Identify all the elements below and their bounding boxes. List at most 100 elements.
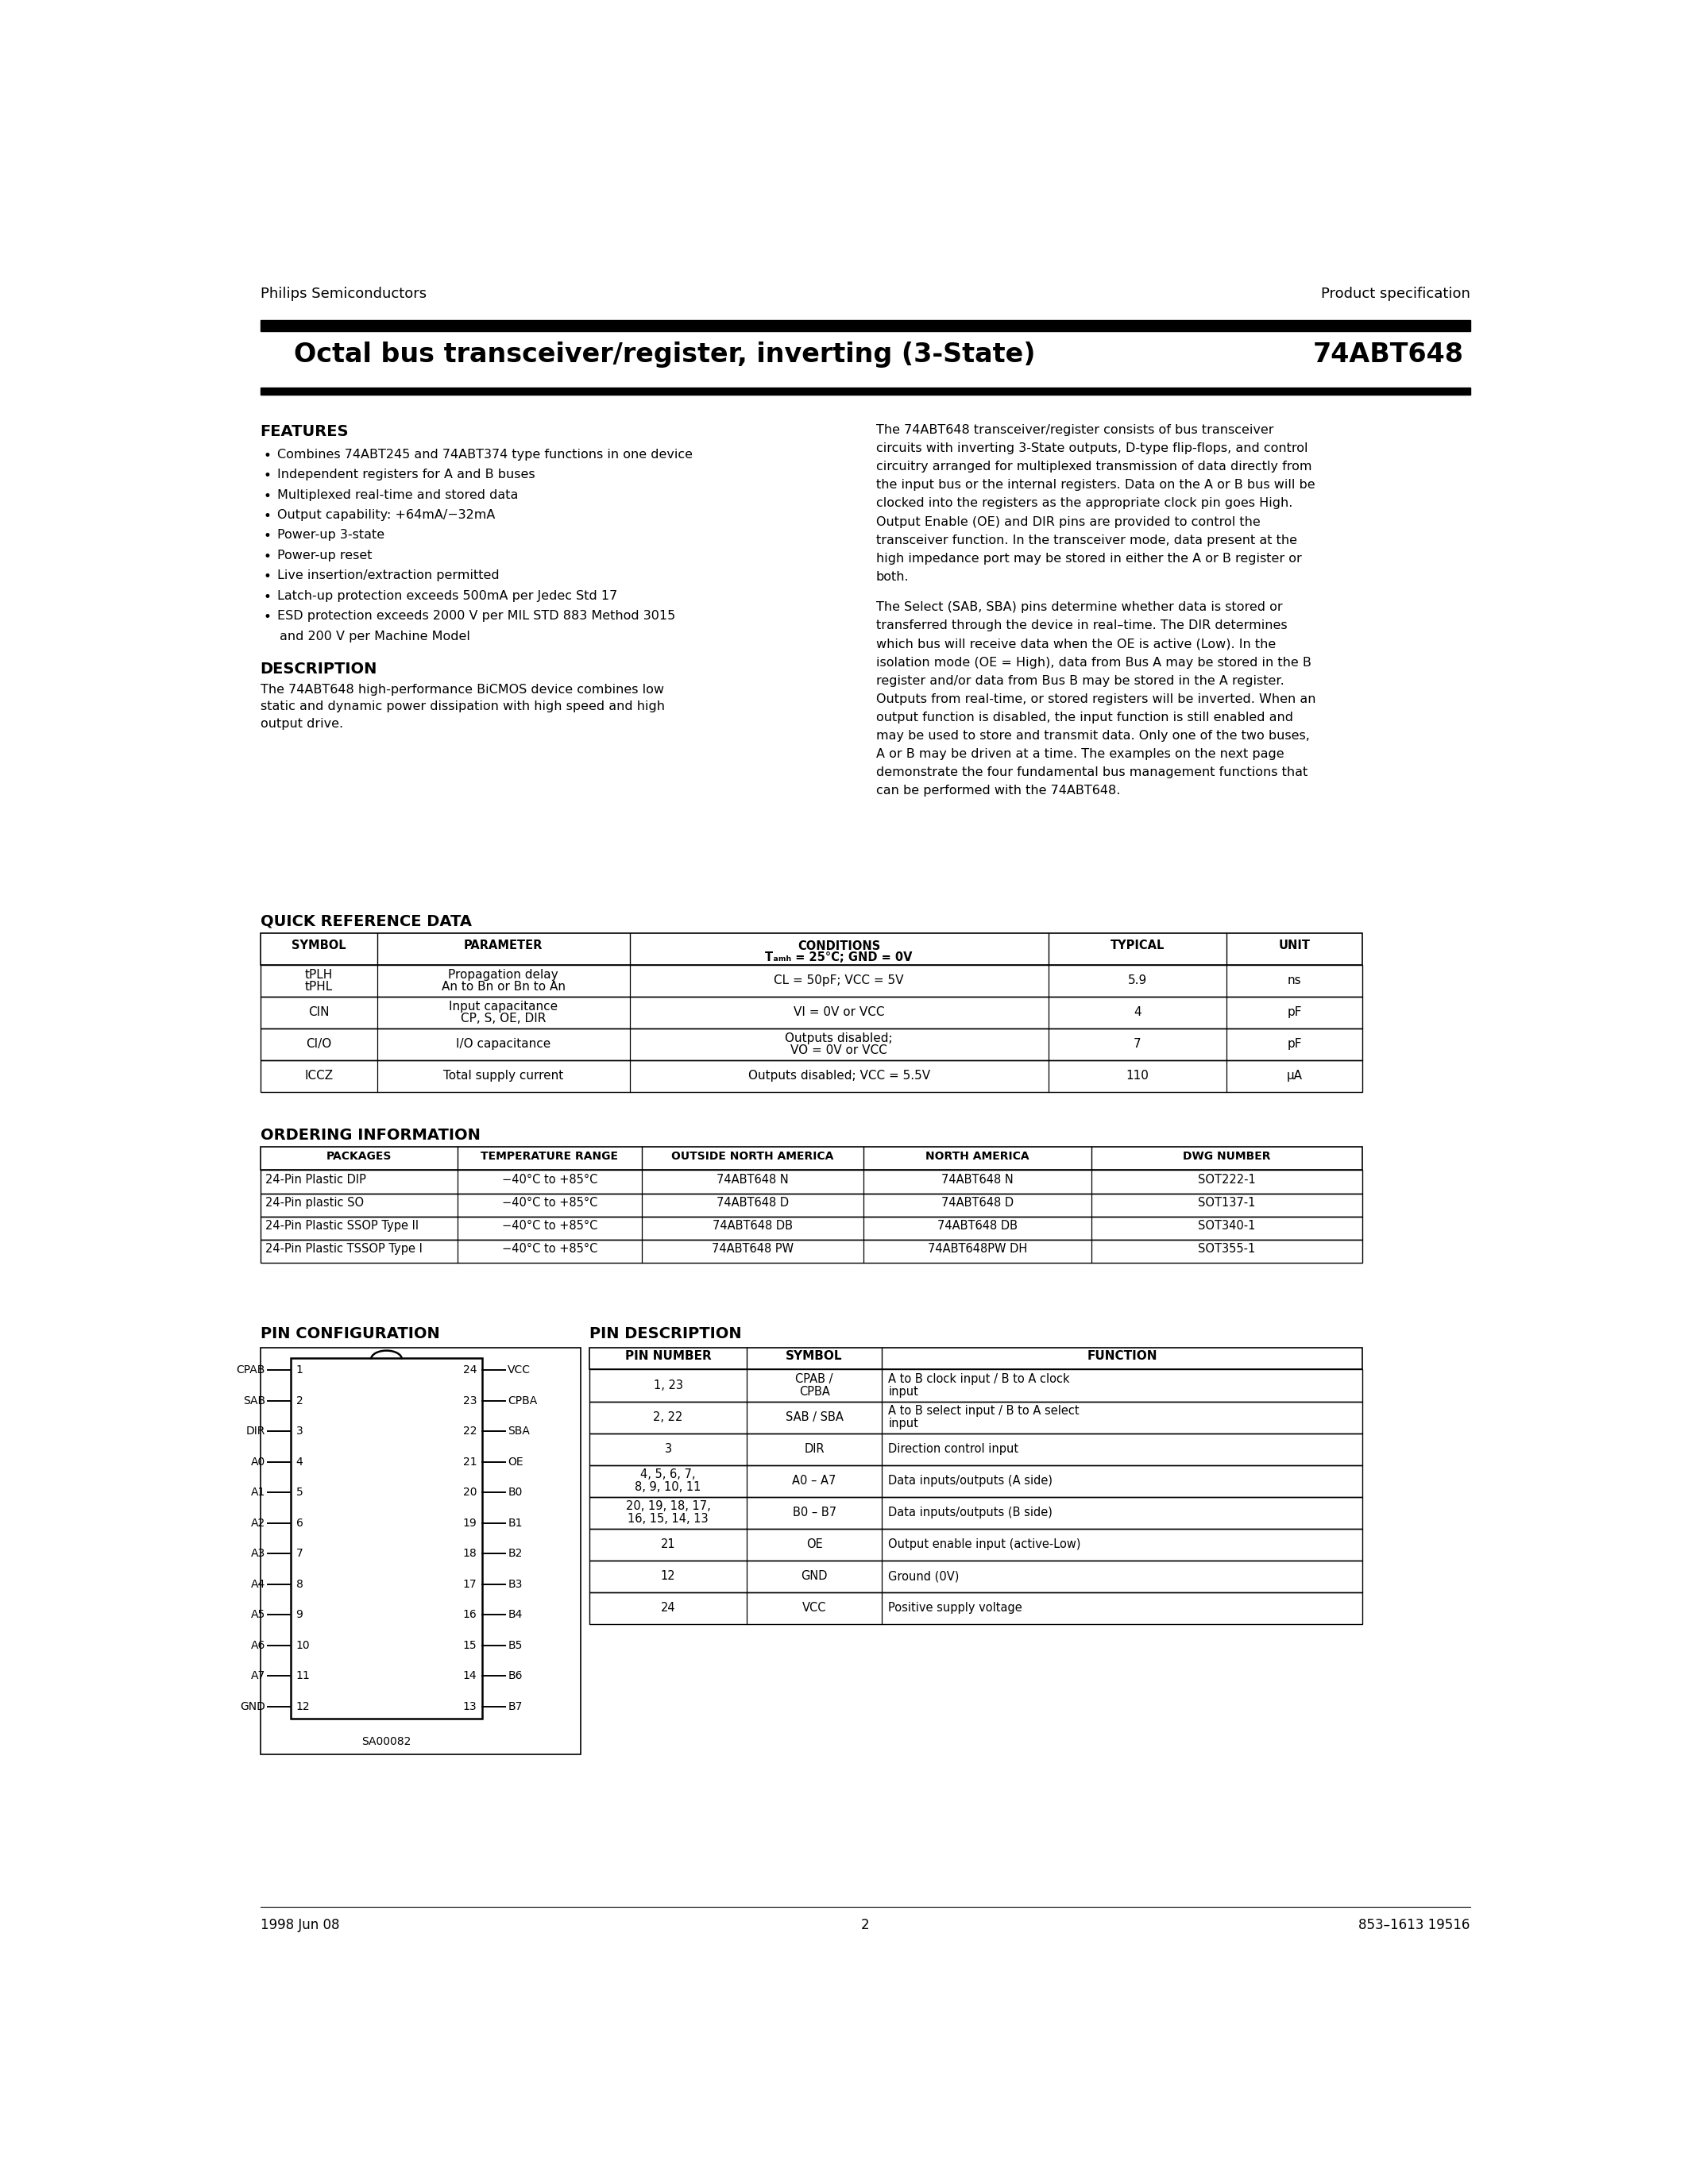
Text: 4: 4 bbox=[295, 1457, 302, 1468]
Text: Propagation delay: Propagation delay bbox=[449, 968, 559, 981]
Text: 74ABT648 D: 74ABT648 D bbox=[942, 1197, 1013, 1208]
Text: DESCRIPTION: DESCRIPTION bbox=[260, 662, 378, 677]
Text: ICCZ: ICCZ bbox=[304, 1070, 333, 1081]
Bar bbox=[260, 387, 1470, 395]
Bar bbox=[260, 1348, 581, 1754]
Text: 24-Pin plastic SO: 24-Pin plastic SO bbox=[265, 1197, 365, 1208]
Text: A5: A5 bbox=[252, 1610, 265, 1621]
Text: tPHL: tPHL bbox=[306, 981, 333, 994]
Text: CIN: CIN bbox=[309, 1007, 329, 1018]
Bar bbox=[589, 1402, 1362, 1433]
Text: 12: 12 bbox=[660, 1570, 675, 1581]
Bar bbox=[260, 933, 1362, 965]
Text: Tₐₘₕ = 25°C; GND = 0V: Tₐₘₕ = 25°C; GND = 0V bbox=[765, 952, 913, 963]
Text: 2, 22: 2, 22 bbox=[653, 1411, 684, 1424]
Text: 74ABT648 PW: 74ABT648 PW bbox=[712, 1243, 793, 1256]
Text: ns: ns bbox=[1288, 974, 1301, 987]
Text: 74ABT648 N: 74ABT648 N bbox=[717, 1173, 788, 1186]
Text: •: • bbox=[263, 509, 272, 524]
Text: Output capability: +64mA/−32mA: Output capability: +64mA/−32mA bbox=[277, 509, 496, 522]
Text: Output Enable (OE) and DIR pins are provided to control the: Output Enable (OE) and DIR pins are prov… bbox=[876, 515, 1261, 529]
Text: TEMPERATURE RANGE: TEMPERATURE RANGE bbox=[481, 1151, 618, 1162]
Text: SOT222-1: SOT222-1 bbox=[1198, 1173, 1256, 1186]
Text: 10: 10 bbox=[295, 1640, 311, 1651]
Text: OUTSIDE NORTH AMERICA: OUTSIDE NORTH AMERICA bbox=[672, 1151, 834, 1162]
Text: input: input bbox=[888, 1385, 918, 1398]
Text: output drive.: output drive. bbox=[260, 719, 343, 729]
Text: 74ABT648 N: 74ABT648 N bbox=[942, 1173, 1013, 1186]
Text: 7: 7 bbox=[295, 1548, 302, 1559]
Text: CPAB /: CPAB / bbox=[795, 1374, 834, 1385]
Text: 21: 21 bbox=[463, 1457, 478, 1468]
Text: Live insertion/extraction permitted: Live insertion/extraction permitted bbox=[277, 570, 500, 581]
Text: Total supply current: Total supply current bbox=[444, 1070, 564, 1081]
Text: SA00082: SA00082 bbox=[361, 1736, 412, 1747]
Text: Input capacitance: Input capacitance bbox=[449, 1000, 557, 1011]
Text: 8, 9, 10, 11: 8, 9, 10, 11 bbox=[635, 1481, 701, 1494]
Bar bbox=[260, 1059, 1362, 1092]
Text: •: • bbox=[263, 489, 272, 502]
Text: CPBA: CPBA bbox=[798, 1385, 830, 1398]
Text: VCC: VCC bbox=[802, 1603, 827, 1614]
Text: circuits with inverting 3-State outputs, D-type flip-flops, and control: circuits with inverting 3-State outputs,… bbox=[876, 443, 1308, 454]
Text: •: • bbox=[263, 529, 272, 544]
Text: NORTH AMERICA: NORTH AMERICA bbox=[925, 1151, 1030, 1162]
Text: PARAMETER: PARAMETER bbox=[464, 939, 544, 950]
Text: 24-Pin Plastic DIP: 24-Pin Plastic DIP bbox=[265, 1173, 366, 1186]
Text: 6: 6 bbox=[295, 1518, 304, 1529]
Text: 4: 4 bbox=[1134, 1007, 1141, 1018]
Text: 1998 Jun 08: 1998 Jun 08 bbox=[260, 1918, 339, 1933]
Text: 15: 15 bbox=[463, 1640, 478, 1651]
Text: 1, 23: 1, 23 bbox=[653, 1380, 682, 1391]
Text: Multiplexed real-time and stored data: Multiplexed real-time and stored data bbox=[277, 489, 518, 500]
Bar bbox=[260, 1241, 1362, 1262]
Text: 16: 16 bbox=[463, 1610, 478, 1621]
Bar bbox=[589, 1369, 1362, 1402]
Text: 74ABT648PW DH: 74ABT648PW DH bbox=[928, 1243, 1028, 1256]
Text: 1: 1 bbox=[295, 1365, 304, 1376]
Text: SBA: SBA bbox=[508, 1426, 530, 1437]
Text: tPLH: tPLH bbox=[306, 968, 333, 981]
Text: 18: 18 bbox=[463, 1548, 478, 1559]
Text: transceiver function. In the transceiver mode, data present at the: transceiver function. In the transceiver… bbox=[876, 535, 1296, 546]
Bar bbox=[589, 1433, 1362, 1465]
Text: B6: B6 bbox=[508, 1671, 522, 1682]
Text: 11: 11 bbox=[295, 1671, 311, 1682]
Text: Independent registers for A and B buses: Independent registers for A and B buses bbox=[277, 470, 535, 480]
Text: clocked into the registers as the appropriate clock pin goes High.: clocked into the registers as the approp… bbox=[876, 498, 1293, 509]
Text: 14: 14 bbox=[463, 1671, 478, 1682]
Text: μA: μA bbox=[1286, 1070, 1303, 1081]
Text: 8: 8 bbox=[295, 1579, 304, 1590]
Bar bbox=[589, 1559, 1362, 1592]
Text: A2: A2 bbox=[252, 1518, 265, 1529]
Text: An to Bn or Bn to An: An to Bn or Bn to An bbox=[442, 981, 565, 994]
Text: Power-up reset: Power-up reset bbox=[277, 550, 373, 561]
Text: 2: 2 bbox=[295, 1396, 302, 1406]
Text: SOT340-1: SOT340-1 bbox=[1198, 1221, 1256, 1232]
Text: the input bus or the internal registers. Data on the A or B bus will be: the input bus or the internal registers.… bbox=[876, 478, 1315, 491]
Text: 19: 19 bbox=[463, 1518, 478, 1529]
Bar bbox=[260, 1192, 1362, 1216]
Text: −40°C to +85°C: −40°C to +85°C bbox=[501, 1173, 598, 1186]
Bar bbox=[260, 996, 1362, 1029]
Bar bbox=[260, 1216, 1362, 1241]
Text: SOT137-1: SOT137-1 bbox=[1198, 1197, 1256, 1208]
Text: UNIT: UNIT bbox=[1278, 939, 1310, 950]
Text: 5.9: 5.9 bbox=[1128, 974, 1148, 987]
Text: 24: 24 bbox=[463, 1365, 478, 1376]
Text: Data inputs/outputs (A side): Data inputs/outputs (A side) bbox=[888, 1474, 1053, 1487]
Text: Outputs disabled;: Outputs disabled; bbox=[785, 1033, 893, 1044]
Text: •: • bbox=[263, 448, 272, 463]
Text: B7: B7 bbox=[508, 1701, 522, 1712]
Text: CL = 50pF; VCC = 5V: CL = 50pF; VCC = 5V bbox=[775, 974, 903, 987]
Text: •: • bbox=[263, 590, 272, 605]
Text: A7: A7 bbox=[252, 1671, 265, 1682]
Text: A or B may be driven at a time. The examples on the next page: A or B may be driven at a time. The exam… bbox=[876, 749, 1285, 760]
Text: 4, 5, 6, 7,: 4, 5, 6, 7, bbox=[640, 1470, 695, 1481]
Text: 74ABT648 D: 74ABT648 D bbox=[716, 1197, 788, 1208]
Text: B0: B0 bbox=[508, 1487, 522, 1498]
Text: B0 – B7: B0 – B7 bbox=[792, 1507, 836, 1518]
Text: The 74ABT648 transceiver/register consists of bus transceiver: The 74ABT648 transceiver/register consis… bbox=[876, 424, 1273, 437]
Text: both.: both. bbox=[876, 570, 908, 583]
Text: −40°C to +85°C: −40°C to +85°C bbox=[501, 1243, 598, 1256]
